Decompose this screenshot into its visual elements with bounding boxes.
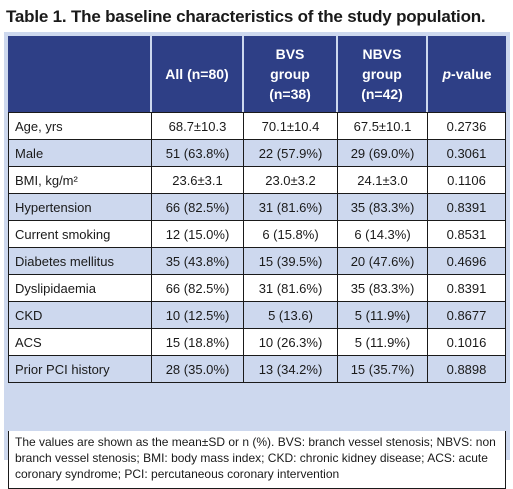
table-body: Age, yrs 68.7±10.3 70.1±10.4 67.5±10.1 0.273…: [8, 112, 506, 383]
cell-bvs: 15 (39.5%): [244, 248, 338, 275]
cell-nbvs: 15 (35.7%): [338, 356, 428, 383]
table-row: Current smoking 12 (15.0%) 6 (15.8%) 6 (14.…: [8, 221, 506, 248]
cell-p-value: 0.8531: [428, 221, 506, 248]
cell-nbvs: 24.1±3.0: [338, 167, 428, 194]
header-all-label: All (n=80): [165, 66, 229, 82]
table-row: CKD 10 (12.5%) 5 (13.6) 5 (11.9%) 0.8677: [8, 302, 506, 329]
cell-p-value: 0.8391: [428, 194, 506, 221]
table-row: Age, yrs 68.7±10.3 70.1±10.4 67.5±10.1 0.273…: [8, 112, 506, 140]
cell-bvs: 22 (57.9%): [244, 140, 338, 167]
cell-p-value: 0.8391: [428, 275, 506, 302]
cell-p-value: 0.1106: [428, 167, 506, 194]
header-p-rest: -value: [451, 66, 492, 82]
row-label: Prior PCI history: [8, 356, 152, 383]
header-bvs-label: BVS group (n=38): [269, 46, 311, 102]
cell-p-value: 0.3061: [428, 140, 506, 167]
row-label: CKD: [8, 302, 152, 329]
table-row: Diabetes mellitus 35 (43.8%) 15 (39.5%) 20 …: [8, 248, 506, 275]
cell-all: 12 (15.0%): [152, 221, 244, 248]
header-p-value: p-value: [428, 36, 506, 112]
cell-all: 28 (35.0%): [152, 356, 244, 383]
row-label: Male: [8, 140, 152, 167]
cell-p-value: 0.4696: [428, 248, 506, 275]
table-row: Hypertension 66 (82.5%) 31 (81.6%) 35 (83.3…: [8, 194, 506, 221]
header-p-italic: p: [442, 66, 452, 82]
table-title: Table 1. The baseline characteristics of…: [6, 7, 486, 26]
cell-nbvs: 5 (11.9%): [338, 329, 428, 356]
table-frame: All (n=80) BVS group (n=38) NBVS group (…: [4, 32, 510, 489]
cell-nbvs: 35 (83.3%): [338, 275, 428, 302]
cell-all: 23.6±3.1: [152, 167, 244, 194]
table-row: Dyslipidaemia 66 (82.5%) 31 (81.6%) 35 (83.…: [8, 275, 506, 302]
table-row: BMI, kg/m² 23.6±3.1 23.0±3.2 24.1±3.0 0.1106: [8, 167, 506, 194]
table-row: Prior PCI history 28 (35.0%) 13 (34.2%) 15 …: [8, 356, 506, 383]
cell-bvs: 10 (26.3%): [244, 329, 338, 356]
cell-p-value: 0.1016: [428, 329, 506, 356]
cell-bvs: 31 (81.6%): [244, 194, 338, 221]
cell-p-value: 0.8677: [428, 302, 506, 329]
row-label: Diabetes mellitus: [8, 248, 152, 275]
cell-p-value: 0.2736: [428, 112, 506, 140]
row-label: Dyslipidaemia: [8, 275, 152, 302]
header-variable: [8, 36, 152, 112]
cell-nbvs: 35 (83.3%): [338, 194, 428, 221]
table-row: ACS 15 (18.8%) 10 (26.3%) 5 (11.9%) 0.1016: [8, 329, 506, 356]
cell-all: 35 (43.8%): [152, 248, 244, 275]
table-header-row: All (n=80) BVS group (n=38) NBVS group (…: [8, 36, 506, 112]
table-footnote: The values are shown as the mean±SD or n…: [8, 431, 506, 489]
row-label: BMI, kg/m²: [8, 167, 152, 194]
cell-p-value: 0.8898: [428, 356, 506, 383]
row-label: Hypertension: [8, 194, 152, 221]
row-label: Current smoking: [8, 221, 152, 248]
baseline-characteristics-table: All (n=80) BVS group (n=38) NBVS group (…: [8, 36, 506, 383]
header-all: All (n=80): [152, 36, 244, 112]
cell-all: 51 (63.8%): [152, 140, 244, 167]
cell-all: 10 (12.5%): [152, 302, 244, 329]
cell-bvs: 70.1±10.4: [244, 112, 338, 140]
header-nbvs-label: NBVS group (n=42): [361, 46, 403, 102]
cell-nbvs: 6 (14.3%): [338, 221, 428, 248]
cell-all: 15 (18.8%): [152, 329, 244, 356]
cell-nbvs: 5 (11.9%): [338, 302, 428, 329]
cell-bvs: 31 (81.6%): [244, 275, 338, 302]
cell-nbvs: 29 (69.0%): [338, 140, 428, 167]
header-nbvs-group: NBVS group (n=42): [338, 36, 428, 112]
cell-nbvs: 67.5±10.1: [338, 112, 428, 140]
cell-bvs: 23.0±3.2: [244, 167, 338, 194]
row-label: Age, yrs: [8, 112, 152, 140]
cell-bvs: 6 (15.8%): [244, 221, 338, 248]
table-row: Male 51 (63.8%) 22 (57.9%) 29 (69.0%) 0.3061: [8, 140, 506, 167]
cell-bvs: 5 (13.6): [244, 302, 338, 329]
cell-bvs: 13 (34.2%): [244, 356, 338, 383]
row-label: ACS: [8, 329, 152, 356]
cell-all: 68.7±10.3: [152, 112, 244, 140]
cell-all: 66 (82.5%): [152, 275, 244, 302]
cell-nbvs: 20 (47.6%): [338, 248, 428, 275]
cell-all: 66 (82.5%): [152, 194, 244, 221]
header-bvs-group: BVS group (n=38): [244, 36, 338, 112]
